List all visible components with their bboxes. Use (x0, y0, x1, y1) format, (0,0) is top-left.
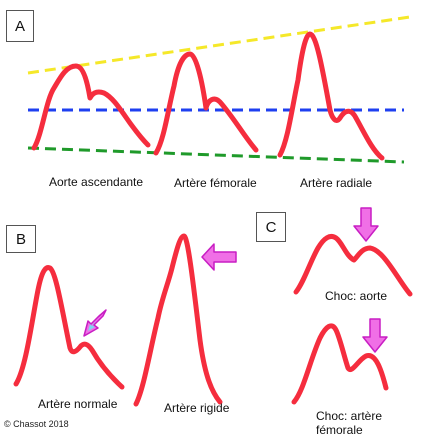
label-choc-artere-femorale-line2: fémorale (316, 423, 363, 437)
diastolic-pressure-line (27, 146, 405, 164)
waveform-artere-radiale (277, 31, 385, 161)
waveform-choc-artere-femorale (291, 323, 389, 405)
label-artere-radiale: Artère radiale (300, 176, 373, 190)
waveform-choc-aorte (293, 233, 413, 297)
arrow-icon (362, 318, 388, 353)
arrow-icon (353, 207, 379, 242)
systolic-pressure-line (27, 15, 411, 75)
panel-b-badge: B (6, 225, 36, 253)
arrow-icon (362, 318, 388, 353)
arrow-icon (201, 243, 237, 271)
panel-c-badge: C (256, 212, 286, 242)
label-artere-femorale: Artère fémorale (174, 176, 257, 190)
waveform-artere-femorale (153, 51, 259, 156)
arrow-icon (353, 207, 379, 242)
panel-c-letter: C (265, 218, 277, 236)
copyright-notice: © Chassot 2018 (4, 419, 69, 429)
label-aorte-ascendante: Aorte ascendante (49, 175, 144, 189)
panel-b-letter: B (15, 230, 26, 248)
waveform-artere-normale (13, 265, 125, 390)
waveform-aorte-ascendante (31, 63, 151, 151)
arrow-icon (201, 243, 237, 271)
panel-a-letter: A (14, 17, 25, 35)
waveform-artere-rigide (133, 233, 223, 407)
label-artere-rigide: Artère rigide (164, 401, 230, 415)
label-choc-artere-femorale-line1: Choc: artère (316, 409, 383, 423)
arrow-icon-accent (88, 320, 97, 331)
arrow-icon (83, 309, 107, 337)
panel-a-badge: A (6, 10, 34, 42)
arrow-icon (83, 309, 107, 337)
label-choc-aorte: Choc: aorte (325, 289, 388, 303)
label-artere-normale: Artère normale (38, 397, 118, 411)
